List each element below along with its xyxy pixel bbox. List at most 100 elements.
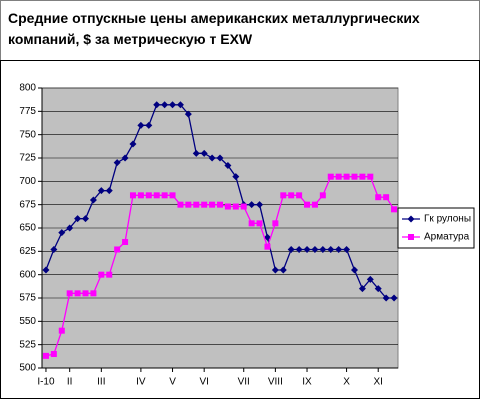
point	[201, 201, 208, 208]
point	[367, 173, 374, 180]
point	[327, 173, 334, 180]
y-tick-label: 625	[19, 246, 36, 257]
point	[129, 192, 136, 199]
x-tick-label: VII	[238, 377, 250, 388]
y-tick-label: 775	[19, 106, 36, 117]
point	[335, 173, 342, 180]
point	[193, 201, 200, 208]
point	[66, 224, 74, 232]
x-tick-label: II	[67, 377, 73, 388]
point	[240, 203, 247, 210]
x-tick-label: V	[169, 377, 176, 388]
chart-title: Средние отпускные цены американских мета…	[8, 10, 420, 47]
point	[82, 290, 89, 297]
point	[50, 351, 57, 357]
point	[408, 234, 414, 240]
point	[263, 233, 271, 241]
y-tick-label: 500	[19, 363, 36, 374]
point	[351, 173, 358, 180]
point	[407, 215, 415, 223]
point	[50, 245, 58, 253]
y-tick-label: 750	[19, 129, 36, 140]
point	[311, 245, 319, 253]
point	[374, 285, 382, 293]
point	[216, 154, 224, 162]
point	[319, 192, 326, 199]
point	[177, 201, 184, 208]
point	[89, 196, 97, 204]
x-tick-label: XI	[373, 377, 382, 388]
point	[248, 220, 255, 227]
point	[271, 266, 279, 274]
point	[169, 192, 176, 199]
y-tick-label: 650	[19, 223, 36, 234]
x-tick-label: IX	[302, 377, 312, 388]
point	[343, 245, 351, 253]
point	[359, 173, 366, 180]
y-tick-label: 550	[19, 316, 36, 327]
point	[208, 154, 216, 162]
point	[390, 294, 398, 302]
y-tick-label: 700	[19, 176, 36, 187]
point	[185, 201, 192, 208]
point	[66, 290, 73, 297]
point	[272, 220, 279, 227]
point	[217, 201, 223, 208]
point	[248, 201, 256, 209]
point	[153, 192, 160, 199]
point	[74, 290, 81, 297]
point	[58, 229, 66, 237]
point	[184, 110, 192, 118]
point	[145, 121, 153, 129]
point	[192, 149, 200, 157]
x-tick-label: III	[97, 377, 105, 388]
point	[319, 245, 327, 253]
point	[97, 187, 105, 195]
y-tick-label: 675	[19, 199, 36, 210]
legend-box	[397, 207, 475, 249]
point	[304, 201, 311, 208]
point	[382, 294, 390, 302]
point	[113, 159, 121, 167]
point	[224, 161, 232, 169]
point	[350, 266, 358, 274]
point	[169, 101, 177, 109]
point	[224, 203, 231, 210]
point	[161, 101, 169, 109]
point	[122, 239, 129, 245]
point	[137, 121, 145, 129]
y-tick-label: 525	[19, 339, 36, 350]
x-tick-label: X	[343, 377, 350, 388]
point	[256, 201, 264, 209]
point	[232, 173, 240, 181]
point	[295, 245, 303, 253]
point	[303, 245, 311, 253]
point	[311, 201, 318, 208]
point	[256, 220, 263, 227]
point	[129, 140, 137, 148]
point	[383, 194, 390, 201]
point	[232, 203, 239, 210]
x-tick-label: I-10	[37, 377, 55, 388]
point	[176, 101, 184, 109]
point	[145, 192, 152, 199]
x-tick-label: VIII	[268, 377, 283, 388]
point	[153, 101, 161, 109]
point	[375, 194, 382, 201]
point	[279, 266, 287, 274]
x-tick-label: VI	[199, 377, 208, 388]
x-tick-label: IV	[136, 377, 146, 388]
point	[42, 352, 49, 359]
point	[137, 192, 144, 199]
legend-label: Гк рулоны	[424, 214, 471, 225]
point	[327, 245, 335, 253]
y-tick-label: 600	[19, 269, 36, 280]
y-tick-label: 725	[19, 153, 36, 164]
point	[106, 271, 113, 278]
point	[280, 192, 287, 199]
point	[296, 192, 303, 199]
point	[121, 154, 129, 162]
point	[209, 201, 216, 208]
point	[98, 271, 105, 278]
